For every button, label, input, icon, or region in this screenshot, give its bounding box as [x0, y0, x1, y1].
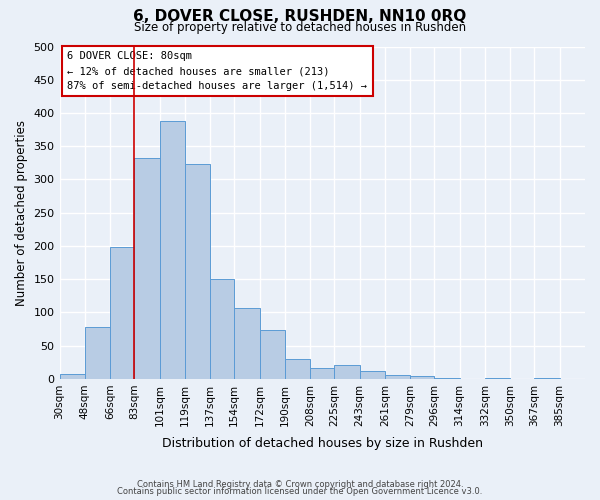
Bar: [85, 327, 110, 379]
Text: 6 DOVER CLOSE: 80sqm
← 12% of detached houses are smaller (213)
87% of semi-deta: 6 DOVER CLOSE: 80sqm ← 12% of detached h…: [67, 52, 367, 91]
Text: Contains HM Land Registry data © Crown copyright and database right 2024.: Contains HM Land Registry data © Crown c…: [137, 480, 463, 489]
Bar: [485, 378, 511, 379]
Bar: [385, 375, 410, 379]
Text: Size of property relative to detached houses in Rushden: Size of property relative to detached ho…: [134, 21, 466, 34]
Bar: [234, 308, 260, 379]
Bar: [434, 378, 460, 379]
Bar: [260, 330, 285, 379]
Bar: [160, 121, 185, 379]
Bar: [59, 374, 85, 379]
Bar: [210, 279, 234, 379]
Bar: [285, 359, 310, 379]
Text: Contains public sector information licensed under the Open Government Licence v3: Contains public sector information licen…: [118, 487, 482, 496]
Text: 6, DOVER CLOSE, RUSHDEN, NN10 0RQ: 6, DOVER CLOSE, RUSHDEN, NN10 0RQ: [133, 9, 467, 24]
Bar: [534, 378, 560, 379]
Bar: [334, 365, 359, 379]
Bar: [110, 248, 134, 379]
Bar: [185, 164, 210, 379]
X-axis label: Distribution of detached houses by size in Rushden: Distribution of detached houses by size …: [162, 437, 483, 450]
Bar: [134, 158, 160, 379]
Bar: [310, 368, 334, 379]
Y-axis label: Number of detached properties: Number of detached properties: [15, 120, 28, 306]
Bar: [359, 371, 385, 379]
Bar: [410, 376, 434, 379]
